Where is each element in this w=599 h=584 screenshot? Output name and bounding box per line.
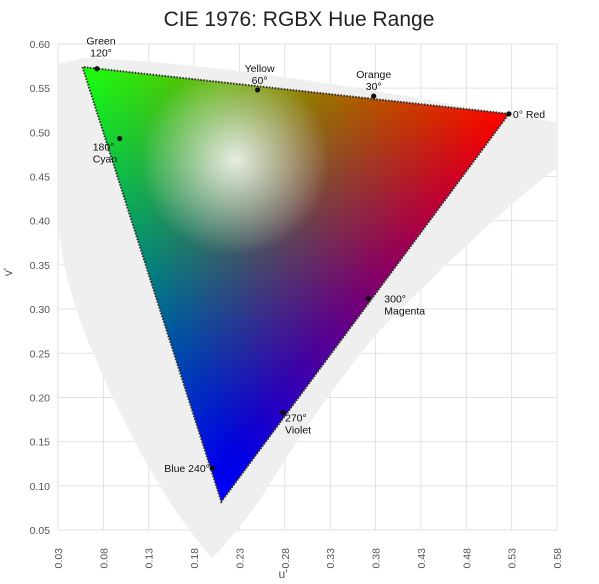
y-tick-labels: 0.05 0.10 0.15 0.20 0.25 0.30 0.35 0.40 0.45 0.50… xyxy=(30,39,51,537)
x-tick-label: 0.58 xyxy=(552,548,564,569)
x-tick-label: 0.33 xyxy=(325,548,337,569)
hue-point xyxy=(117,135,123,142)
y-tick-label: 0.25 xyxy=(30,348,51,360)
x-tick-label: 0.53 xyxy=(507,548,519,569)
hue-point xyxy=(371,93,377,99)
hue-point xyxy=(94,66,100,72)
x-tick-label: 0.13 xyxy=(144,548,156,569)
hue-point xyxy=(506,111,512,117)
y-axis-label: v' xyxy=(1,268,15,276)
y-tick-label: 0.05 xyxy=(30,525,51,537)
hue-point-label: 0° Red xyxy=(513,109,545,121)
x-tick-label: 0.38 xyxy=(371,548,383,569)
hue-point-label: Yellow xyxy=(245,63,275,75)
x-axis-label: u' xyxy=(279,567,288,581)
y-tick-label: 0.40 xyxy=(30,216,51,228)
y-tick-label: 0.35 xyxy=(30,260,51,272)
hue-point-label: 60° xyxy=(252,75,268,87)
x-tick-label: 0.08 xyxy=(98,548,110,569)
x-tick-label: 0.18 xyxy=(189,548,201,569)
y-tick-label: 0.50 xyxy=(30,127,51,139)
hue-point xyxy=(365,295,371,302)
gamut-triangle xyxy=(81,65,511,504)
x-tick-label: 0.28 xyxy=(280,548,292,569)
x-tick-label: 0.23 xyxy=(234,548,246,569)
hue-point-label: Green xyxy=(86,36,115,48)
hue-point-label: 30° xyxy=(366,81,382,93)
hue-point-label: Blue 240° xyxy=(164,463,210,475)
x-tick-label: 0.48 xyxy=(461,548,473,569)
hue-point-label: Magenta xyxy=(384,305,425,317)
hue-point-label: 270° xyxy=(285,412,307,424)
x-tick-label: 0.03 xyxy=(53,548,65,569)
y-tick-label: 0.55 xyxy=(30,83,51,95)
y-tick-label: 0.20 xyxy=(30,392,51,404)
hue-point-label: 300° xyxy=(384,293,406,305)
x-tick-label: 0.43 xyxy=(416,548,428,569)
y-tick-label: 0.45 xyxy=(30,172,51,184)
hue-point-label: Violet xyxy=(285,424,311,436)
hue-point xyxy=(209,465,215,471)
hue-point-label: 180° xyxy=(93,142,115,154)
y-tick-label: 0.30 xyxy=(30,304,51,316)
hue-point-label: Cyan xyxy=(93,154,118,166)
y-tick-label: 0.60 xyxy=(30,39,51,51)
gamut-outline xyxy=(81,65,511,504)
y-tick-label: 0.15 xyxy=(30,437,51,449)
x-tick-labels: 0.03 0.08 0.13 0.18 0.23 0.28 0.33 0.38 0.43 0.48… xyxy=(53,548,564,569)
hue-point-label: Orange xyxy=(356,69,391,81)
chart-title: CIE 1976: RGBX Hue Range xyxy=(164,8,435,31)
white-point-glow xyxy=(82,66,509,502)
hue-point xyxy=(280,409,286,416)
hue-point-label: 120° xyxy=(90,48,112,60)
hue-point xyxy=(255,87,261,93)
y-tick-label: 0.10 xyxy=(30,481,51,493)
